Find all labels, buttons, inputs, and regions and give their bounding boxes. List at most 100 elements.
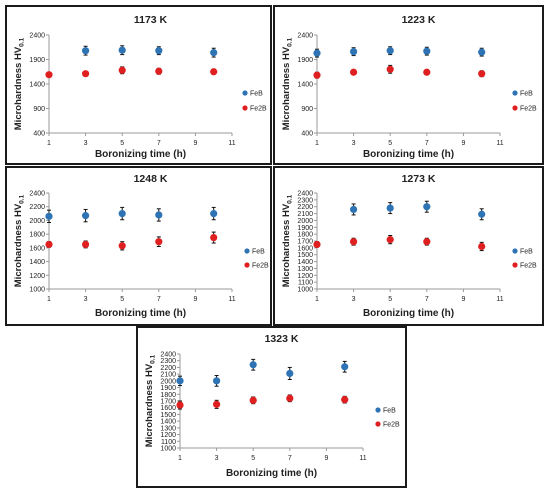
data-point	[155, 238, 163, 246]
y-tick-label: 1800	[29, 232, 45, 239]
data-point	[350, 48, 358, 56]
x-tick-label: 9	[193, 140, 197, 147]
y-tick-label: 2200	[297, 204, 313, 211]
x-tick-label: 7	[288, 455, 292, 462]
data-point	[210, 49, 218, 57]
y-tick-label: 1400	[29, 259, 45, 266]
legend-label: FeB	[252, 249, 265, 256]
data-point	[82, 70, 90, 78]
data-point	[313, 49, 321, 57]
x-axis-label: Boronizing time (h)	[363, 308, 454, 319]
data-point	[155, 47, 163, 55]
y-tick-label: 1300	[297, 266, 313, 273]
chart-panel-1223: 1223 K 400 900 1400 1900 2400 1 3 5 7 9 11 Boronizin…	[273, 5, 544, 165]
y-tick-label: 2100	[160, 372, 176, 379]
y-axis-label: Microhardness HV0.1	[13, 37, 26, 130]
data-point	[478, 210, 486, 218]
y-tick-label: 1100	[161, 439, 176, 446]
data-point	[45, 212, 53, 220]
y-tick-label: 1000	[29, 287, 45, 294]
y-axis-label: Microhardness HV0.1	[281, 194, 294, 287]
y-tick-label: 1100	[298, 280, 313, 287]
data-point	[118, 66, 126, 74]
x-tick-label: 1	[47, 140, 51, 147]
y-tick-label: 1900	[160, 385, 176, 392]
x-axis-label: Boronizing time (h)	[95, 308, 186, 319]
data-point	[423, 47, 431, 55]
data-point	[286, 369, 294, 378]
y-tick-label: 1500	[297, 252, 313, 259]
legend-label: Fe2B	[252, 263, 269, 270]
y-tick-label: 1600	[297, 245, 313, 252]
x-tick-label: 7	[157, 140, 161, 147]
legend-marker	[512, 90, 518, 96]
y-tick-label: 1600	[29, 245, 45, 252]
x-tick-label: 11	[228, 296, 235, 303]
chart-svg-1323: 1323 K 1000110012001300140015001600170018…	[144, 333, 400, 479]
chart-svg-1273: 1273 K 1000110012001300140015001600170018…	[281, 173, 537, 319]
y-tick-label: 1900	[297, 225, 313, 232]
y-tick-label: 2400	[297, 33, 313, 40]
data-point	[478, 48, 486, 56]
data-point	[386, 65, 394, 73]
chart-title: 1223 K	[402, 14, 436, 26]
y-tick-label: 2400	[29, 191, 45, 198]
x-tick-label: 11	[228, 140, 235, 147]
data-point	[341, 396, 349, 404]
y-tick-label: 2100	[297, 211, 313, 218]
y-tick-label: 2000	[297, 218, 313, 225]
data-point	[478, 70, 486, 78]
data-point	[118, 209, 126, 218]
series-fe2b	[176, 394, 349, 410]
x-tick-label: 3	[84, 140, 88, 147]
chart-panel-1323: 1323 K 1000 1100 1200 1300 1400 1500 1600 1700 18…	[136, 326, 407, 488]
data-point	[118, 242, 126, 250]
data-point	[286, 394, 294, 402]
legend-marker	[242, 105, 248, 111]
x-tick-label: 11	[496, 140, 503, 147]
x-tick-label: 3	[352, 140, 356, 147]
chart-svg-1223: 1223 K 400 900 1400 1900 2400 1 3 5 7 9 11 Boronizin…	[281, 14, 537, 160]
chart-title: 1248 K	[134, 173, 168, 185]
y-tick-label: 900	[301, 106, 313, 113]
data-point	[118, 46, 126, 54]
chart-title: 1273 K	[402, 173, 436, 185]
x-tick-label: 9	[461, 296, 465, 303]
x-tick-label: 3	[352, 296, 356, 303]
legend-marker	[244, 262, 250, 268]
x-tick-label: 5	[120, 140, 124, 147]
data-point	[45, 71, 53, 79]
data-point	[386, 204, 394, 212]
data-point	[210, 209, 218, 218]
y-tick-label: 1200	[29, 273, 45, 280]
data-point	[82, 212, 90, 220]
data-point	[82, 240, 90, 249]
y-tick-label: 2000	[29, 218, 45, 225]
data-point	[213, 400, 221, 408]
data-point	[249, 396, 257, 404]
y-tick-label: 1700	[297, 239, 313, 246]
series-feb	[45, 206, 218, 223]
legend-marker	[244, 248, 250, 254]
legend-label: FeB	[383, 408, 396, 415]
data-point	[155, 67, 163, 75]
data-point	[313, 240, 321, 249]
y-tick-label: 1700	[160, 399, 176, 406]
series-fe2b	[45, 231, 218, 251]
x-tick-label: 9	[324, 455, 328, 462]
x-axis-label: Boronizing time (h)	[226, 468, 317, 479]
data-point	[82, 47, 90, 55]
chart-panel-1248: 1248 K 1000 1200 1400 1600 1800 2000 2200 2400 1 3…	[5, 166, 272, 326]
data-point	[386, 47, 394, 55]
data-point	[350, 205, 358, 214]
y-tick-label: 2400	[160, 352, 176, 359]
legend-marker	[375, 407, 381, 413]
y-tick-label: 400	[33, 131, 45, 138]
data-point	[210, 233, 218, 242]
x-tick-label: 7	[425, 140, 429, 147]
x-tick-label: 11	[496, 296, 503, 303]
legend-label: FeB	[520, 91, 533, 98]
y-tick-label: 1000	[160, 446, 176, 453]
data-point	[423, 238, 431, 246]
y-tick-label: 2300	[297, 197, 313, 204]
